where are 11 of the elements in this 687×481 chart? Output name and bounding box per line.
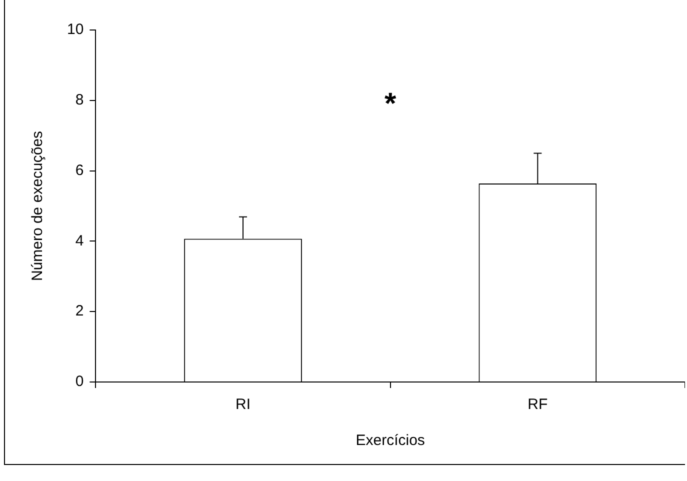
x-tick-label: RI [236,396,251,414]
x-axis-title: Exercícios [356,432,425,450]
y-tick-label: 8 [75,92,84,109]
annotation: * [384,87,396,120]
x-tick-label: RF [528,396,548,414]
y-tick-label: 10 [66,21,84,38]
y-tick-label: 2 [75,302,84,320]
y-tick-label: 4 [75,232,84,250]
y-tick-label: 0 [75,373,84,390]
y-axis-title: Número de execuções [29,130,46,282]
y-tick-label: 6 [75,162,84,179]
